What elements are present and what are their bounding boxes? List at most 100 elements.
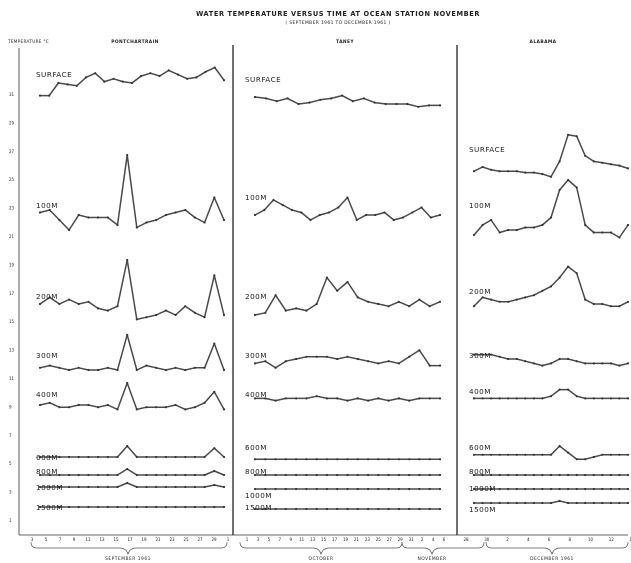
data-point	[77, 455, 80, 459]
series-label: 1500M	[245, 503, 272, 512]
series-label: 600M	[245, 443, 267, 452]
data-point	[575, 395, 578, 398]
data-point	[297, 102, 300, 106]
month-label-november: NOVEMBER	[417, 556, 446, 562]
data-point	[106, 473, 109, 477]
data-point	[408, 507, 411, 511]
data-point	[567, 451, 570, 454]
data-point	[38, 455, 42, 459]
data-point	[367, 458, 370, 461]
data-point	[295, 473, 298, 477]
data-point	[524, 453, 527, 456]
x-tick-label: 7	[279, 537, 282, 542]
data-point	[281, 203, 284, 207]
data-point	[532, 226, 536, 229]
data-point	[295, 307, 298, 310]
data-point	[472, 233, 476, 237]
data-point	[356, 357, 359, 361]
y-tick-label: 17	[9, 291, 15, 296]
data-point	[272, 198, 275, 202]
month-label-october: OCTOBER	[309, 556, 334, 562]
data-point	[592, 160, 595, 163]
data-point	[94, 72, 97, 75]
data-point	[222, 473, 226, 477]
data-point	[584, 458, 587, 461]
data-point	[155, 455, 158, 459]
data-point	[356, 473, 359, 477]
data-point	[204, 70, 207, 73]
series-label: 100M	[469, 201, 491, 210]
november-brace	[401, 541, 485, 556]
data-point	[356, 397, 359, 400]
data-point	[174, 485, 177, 489]
data-point	[397, 397, 400, 400]
data-point	[145, 485, 148, 489]
x-tick-layer: 3 5 7 9 11 13 15 17 19 21 23 25 27 29 1 1 3 5 7 9 11 13 15 17 19…	[31, 537, 631, 542]
data-point	[106, 455, 109, 459]
data-point	[253, 458, 257, 461]
x-tick-label: 8	[569, 537, 572, 542]
data-point	[309, 218, 312, 222]
y-tick-label: 21	[9, 234, 15, 239]
data-point	[490, 397, 493, 400]
series-line	[39, 259, 225, 321]
series-line	[473, 445, 629, 460]
data-point	[490, 473, 493, 477]
data-point	[253, 473, 257, 477]
data-point	[515, 501, 518, 505]
data-point	[305, 458, 308, 461]
data-point	[626, 473, 630, 477]
data-point	[532, 171, 536, 174]
data-point	[77, 366, 80, 369]
data-point	[532, 487, 536, 491]
x-tick-label: 23	[169, 537, 175, 542]
data-point	[618, 364, 621, 367]
data-point	[377, 302, 380, 306]
data-point	[515, 473, 518, 477]
data-point	[584, 487, 587, 491]
data-point	[626, 362, 630, 365]
data-point	[222, 485, 226, 489]
data-point	[592, 231, 595, 234]
data-point	[97, 485, 100, 489]
data-point	[481, 353, 484, 356]
series-line	[473, 179, 629, 239]
data-point	[618, 397, 621, 400]
data-point	[549, 395, 553, 398]
data-point	[558, 473, 561, 477]
x-tick-label: 30	[484, 537, 490, 542]
data-point	[472, 473, 476, 477]
data-point	[515, 228, 518, 232]
data-point	[392, 218, 395, 222]
data-point	[438, 473, 442, 477]
data-point	[274, 294, 277, 297]
data-point	[507, 300, 510, 303]
data-point	[592, 397, 595, 400]
data-point	[325, 397, 328, 400]
data-point	[68, 406, 71, 409]
x-tick-label: 14	[629, 537, 631, 542]
data-point	[116, 485, 119, 489]
data-point	[164, 455, 167, 459]
data-point	[174, 455, 177, 459]
data-point	[213, 196, 216, 199]
data-point	[383, 211, 386, 214]
data-point	[315, 395, 318, 398]
data-point	[387, 399, 390, 402]
series-line	[39, 382, 225, 411]
x-tick-label: 15	[321, 537, 327, 542]
data-point	[97, 307, 100, 310]
data-point	[481, 487, 484, 491]
data-point	[87, 368, 90, 372]
data-point	[68, 368, 71, 372]
data-point	[490, 487, 493, 491]
data-point	[532, 294, 536, 297]
data-point	[515, 357, 518, 361]
data-point	[575, 458, 578, 461]
data-point	[601, 453, 604, 456]
data-point	[395, 102, 398, 106]
data-point	[48, 94, 51, 97]
month-label-december: DECEMBER 1961	[530, 556, 574, 562]
x-tick-label: 25	[183, 537, 189, 542]
data-point	[406, 102, 409, 106]
